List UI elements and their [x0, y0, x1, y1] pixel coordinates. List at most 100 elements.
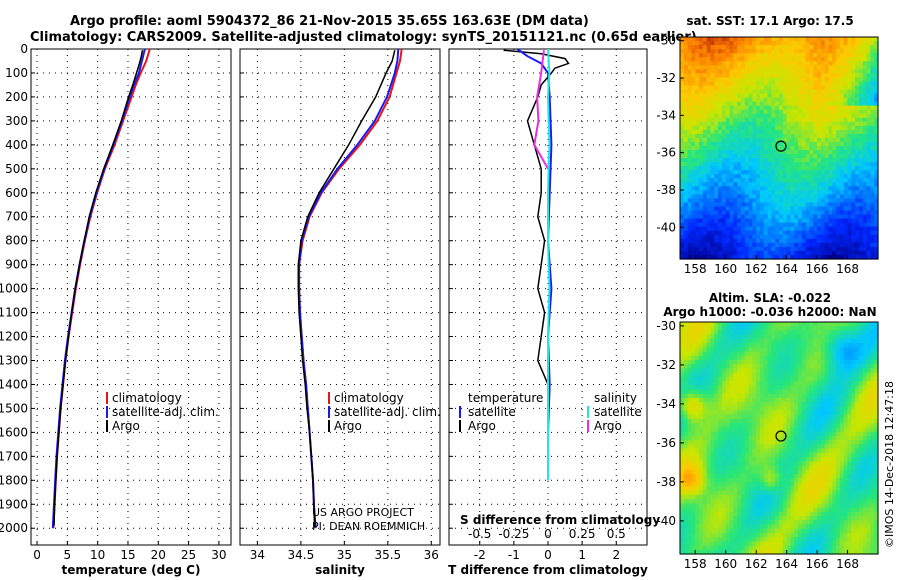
map-cell	[775, 330, 780, 336]
map-cell	[858, 93, 864, 99]
map-cell	[843, 254, 849, 260]
map-cell	[817, 73, 822, 78]
map-cell	[839, 435, 845, 441]
map-cell	[729, 89, 734, 95]
map-cell	[721, 113, 727, 119]
map-cell	[847, 385, 852, 391]
map-cell	[828, 347, 833, 353]
map-cell	[820, 65, 826, 70]
map-cell	[680, 347, 685, 353]
map-cell	[695, 117, 700, 123]
map-cell	[836, 182, 841, 187]
map-cell	[759, 73, 765, 78]
map-cell	[767, 381, 772, 386]
map-cell	[756, 448, 761, 454]
map-cell	[847, 97, 852, 103]
map-cell	[729, 53, 734, 58]
map-cell	[763, 397, 769, 403]
map-cell	[752, 465, 757, 471]
map-cell	[801, 97, 807, 103]
map-cell	[786, 397, 792, 403]
map-cell	[706, 469, 712, 475]
map-cell	[851, 381, 856, 386]
legend-argo-swatch	[328, 420, 330, 432]
map-cell	[851, 238, 856, 244]
map-cell	[775, 326, 780, 332]
map-cell	[828, 461, 833, 467]
map-cell	[737, 166, 742, 171]
map-cell	[695, 182, 700, 187]
map-cell	[836, 178, 841, 183]
map-cell	[725, 372, 731, 378]
map-cell	[683, 431, 689, 437]
map-cell	[687, 246, 693, 252]
map-cell	[851, 166, 856, 171]
map-cell	[687, 469, 693, 475]
map-cell	[763, 190, 769, 196]
map-cell	[870, 89, 875, 95]
map-cell	[824, 368, 830, 374]
map-cell	[813, 37, 818, 42]
map-cell	[699, 186, 704, 191]
map-cell	[775, 125, 780, 131]
map-cell	[752, 150, 757, 155]
map-cell	[779, 69, 784, 74]
map-cell	[767, 465, 772, 471]
map-cell	[828, 117, 833, 123]
map-cell	[706, 250, 712, 256]
map-cell	[847, 435, 852, 441]
map-cell	[691, 456, 696, 462]
map-cell	[782, 186, 788, 191]
map-cell	[847, 158, 852, 163]
map-cell	[699, 194, 704, 200]
map-cell	[798, 359, 803, 365]
map-cell	[801, 330, 807, 336]
map-cell	[824, 406, 830, 412]
map-cell	[786, 444, 792, 450]
map-cell	[706, 186, 712, 191]
map-cell	[824, 364, 830, 369]
map-cell	[824, 440, 830, 445]
map-cell	[813, 57, 818, 62]
map-cell	[725, 150, 731, 155]
map-cell	[729, 376, 734, 382]
map-cell	[767, 410, 772, 416]
map-cell	[798, 210, 803, 216]
map-cell	[866, 166, 871, 171]
s-difference-tick-labels: -0.5 -0.25 0 0.25 0.5	[468, 527, 626, 541]
map-cell	[839, 246, 845, 252]
map-cell	[702, 154, 708, 159]
map-cell	[862, 343, 868, 348]
map-cell	[683, 242, 689, 248]
map-cell	[763, 214, 769, 220]
map-cell	[839, 178, 845, 183]
map-cell	[874, 57, 879, 62]
map-cell	[714, 97, 719, 103]
map-cell	[744, 162, 750, 167]
map-y-tick-label: -38	[656, 183, 676, 197]
map-cell	[809, 372, 814, 378]
map-cell	[721, 154, 727, 159]
map-cell	[779, 440, 784, 445]
map-cell	[798, 410, 803, 416]
map-cell	[691, 406, 696, 412]
map-cell	[843, 49, 849, 54]
map-cell	[847, 174, 852, 179]
map-cell	[729, 166, 734, 171]
map-cell	[714, 343, 719, 348]
map-cell	[733, 101, 738, 107]
map-cell	[824, 198, 830, 204]
map-cell	[798, 121, 803, 127]
map-cell	[691, 355, 696, 361]
map-cell	[851, 427, 856, 433]
map-cell	[744, 402, 750, 407]
map-cell	[790, 190, 795, 196]
map-cell	[851, 359, 856, 365]
map-cell	[782, 238, 788, 244]
x-tick-label: 36	[424, 548, 439, 562]
map-cell	[740, 121, 746, 127]
map-cell	[858, 381, 864, 386]
map-cell	[851, 234, 856, 240]
map-cell	[794, 65, 799, 70]
map-cell	[870, 372, 875, 378]
